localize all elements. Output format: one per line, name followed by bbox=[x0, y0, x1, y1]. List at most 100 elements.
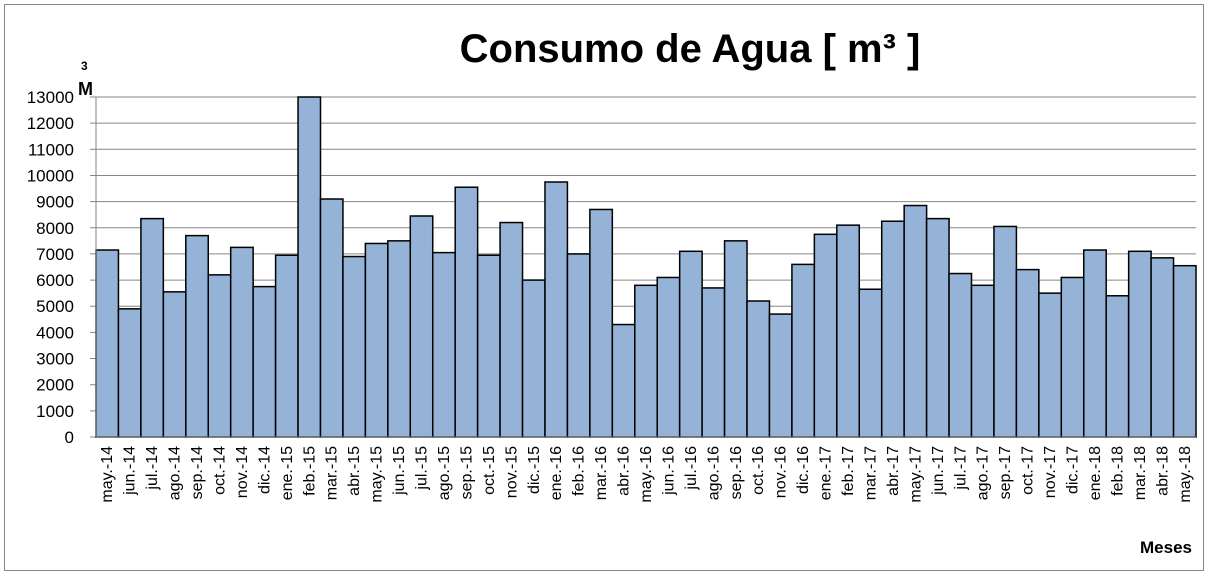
x-tick-label: dic.-15 bbox=[526, 446, 543, 494]
x-tick-label: ago.-15 bbox=[436, 446, 453, 500]
bar bbox=[1150, 257, 1175, 438]
x-tick-label: oct.-15 bbox=[481, 446, 498, 495]
bar bbox=[746, 300, 771, 438]
x-tick-label: feb.-15 bbox=[301, 446, 318, 496]
x-tick-label: may.-14 bbox=[99, 446, 116, 503]
bar bbox=[1015, 268, 1040, 438]
x-tick-label: feb.-17 bbox=[840, 446, 857, 496]
bar bbox=[1105, 295, 1130, 438]
x-tick-label: dic.-17 bbox=[1065, 446, 1082, 494]
bar bbox=[297, 96, 322, 438]
bar bbox=[611, 323, 636, 438]
x-tick-label: jun.-16 bbox=[660, 446, 677, 496]
y-tick-label: 0 bbox=[65, 428, 74, 447]
x-axis-label: Meses bbox=[1140, 538, 1192, 557]
x-tick-label: ago.-17 bbox=[975, 446, 992, 500]
bar bbox=[791, 263, 816, 438]
bar bbox=[656, 276, 681, 438]
bar bbox=[1060, 276, 1085, 438]
bar bbox=[1172, 264, 1197, 438]
x-tick-label: mar.-18 bbox=[1132, 446, 1149, 500]
bar bbox=[544, 181, 569, 438]
x-tick-label: sep.-17 bbox=[997, 446, 1014, 499]
x-tick-label: abr.-18 bbox=[1154, 446, 1171, 496]
x-tick-label: may.-16 bbox=[638, 446, 655, 503]
bar bbox=[903, 204, 928, 438]
y-tick-label: 10000 bbox=[27, 166, 74, 185]
bar bbox=[342, 255, 367, 438]
x-tick-label: oct.-17 bbox=[1020, 446, 1037, 495]
x-tick-label: jun.-17 bbox=[930, 446, 947, 496]
x-tick-label: nov.-14 bbox=[234, 446, 251, 498]
x-tick-label: ene.-15 bbox=[279, 446, 296, 500]
x-tick-label: feb.-18 bbox=[1109, 446, 1126, 496]
bar bbox=[723, 240, 748, 438]
x-tick-label: jun.-15 bbox=[391, 446, 408, 496]
bar bbox=[634, 284, 658, 438]
y-tick-label: 11000 bbox=[28, 140, 74, 159]
bar bbox=[589, 208, 614, 438]
x-tick-label: sep.-15 bbox=[458, 446, 475, 499]
bar bbox=[678, 250, 703, 438]
bar bbox=[95, 249, 120, 438]
y-tick-label: 8000 bbox=[36, 219, 74, 238]
bar bbox=[499, 221, 524, 438]
x-tick-label: jul.-17 bbox=[952, 446, 969, 491]
x-tick-label: nov.-15 bbox=[503, 446, 520, 498]
x-tick-label: may.-17 bbox=[907, 446, 924, 503]
bar bbox=[140, 217, 165, 438]
x-tick-label: may.-18 bbox=[1177, 446, 1194, 503]
bar bbox=[387, 240, 412, 438]
x-tick-label: sep.-16 bbox=[728, 446, 745, 499]
x-tick-label: ene.-17 bbox=[818, 446, 835, 500]
bar bbox=[207, 274, 232, 438]
bar bbox=[431, 251, 456, 438]
x-tick-label: jul.-16 bbox=[683, 446, 700, 491]
y-tick-label: 3000 bbox=[36, 350, 74, 369]
chart-title: Consumo de Agua [ m³ ] bbox=[460, 27, 921, 71]
bar bbox=[454, 186, 479, 438]
x-tick-label: ago.-16 bbox=[705, 446, 722, 500]
bar bbox=[229, 246, 254, 438]
bar bbox=[364, 242, 389, 438]
x-tick-label: ago.-14 bbox=[167, 446, 184, 500]
x-tick-label: jun.-14 bbox=[122, 446, 139, 496]
y-tick-label: 9000 bbox=[36, 193, 74, 212]
bar bbox=[813, 233, 838, 438]
x-tick-label: may.-15 bbox=[369, 446, 386, 503]
bar bbox=[970, 284, 995, 438]
bar bbox=[701, 287, 726, 438]
bar bbox=[319, 198, 344, 438]
bar bbox=[521, 279, 546, 438]
x-tick-label: oct.-14 bbox=[211, 446, 228, 495]
x-tick-label: dic.-14 bbox=[256, 446, 273, 494]
bar bbox=[476, 254, 501, 438]
y-axis-label: M bbox=[78, 79, 93, 99]
bar bbox=[993, 225, 1018, 438]
bar bbox=[252, 285, 277, 438]
bar bbox=[836, 224, 861, 438]
bar bbox=[117, 308, 142, 438]
x-tick-label: dic.-16 bbox=[795, 446, 812, 494]
x-tick-label: nov.-16 bbox=[773, 446, 790, 498]
bar bbox=[274, 254, 299, 438]
x-tick-label: feb.-16 bbox=[571, 446, 588, 496]
x-tick-label: ene.-16 bbox=[548, 446, 565, 500]
y-axis-label-superscript: 3 bbox=[81, 59, 88, 73]
x-tick-label: abr.-17 bbox=[885, 446, 902, 496]
x-tick-label: sep.-14 bbox=[189, 446, 206, 499]
x-tick-label: abr.-15 bbox=[346, 446, 363, 496]
x-tick-label: mar.-15 bbox=[324, 446, 341, 500]
x-tick-label: ene.-18 bbox=[1087, 446, 1104, 500]
x-tick-label: oct.-16 bbox=[750, 446, 767, 495]
y-tick-label: 7000 bbox=[36, 245, 74, 264]
x-tick-label: mar.-16 bbox=[593, 446, 610, 500]
x-tick-label: jul.-15 bbox=[414, 446, 431, 491]
bar bbox=[566, 253, 591, 438]
bar bbox=[880, 220, 905, 438]
y-tick-label: 4000 bbox=[36, 323, 74, 342]
x-tick-label: mar.-17 bbox=[862, 446, 879, 500]
y-tick-label: 1000 bbox=[36, 402, 74, 421]
bar bbox=[858, 288, 883, 438]
